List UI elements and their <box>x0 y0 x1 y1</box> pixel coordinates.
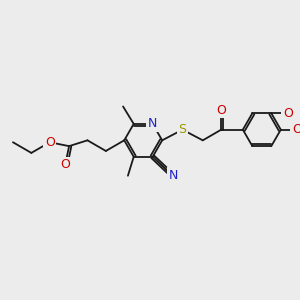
Text: O: O <box>45 136 55 149</box>
Text: N: N <box>148 117 158 130</box>
Text: O: O <box>60 158 70 171</box>
Text: O: O <box>292 123 300 136</box>
Text: O: O <box>283 107 293 120</box>
Text: O: O <box>216 104 226 117</box>
Text: S: S <box>178 123 187 136</box>
Text: N: N <box>168 169 178 182</box>
